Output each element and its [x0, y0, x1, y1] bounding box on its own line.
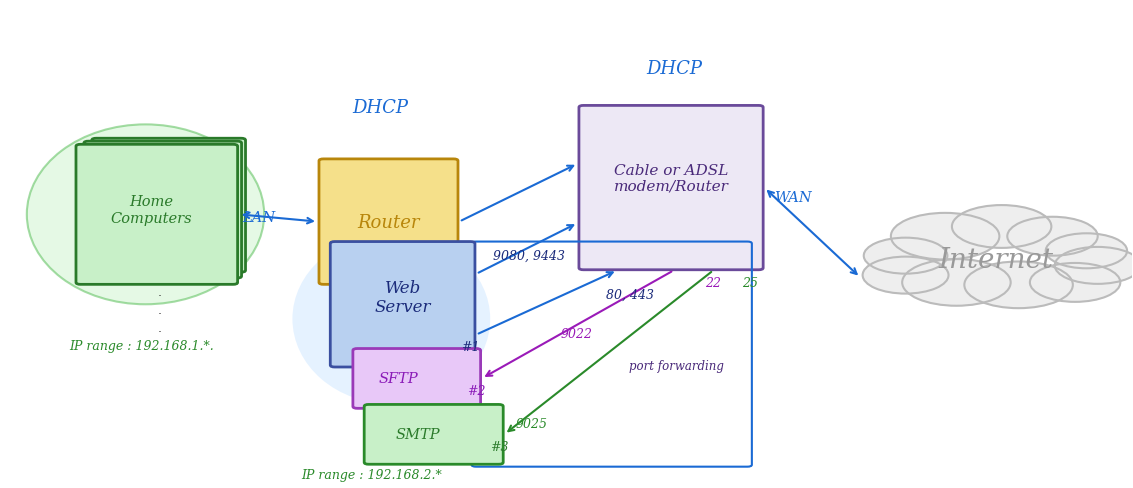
Circle shape [964, 262, 1073, 308]
Text: 22: 22 [706, 276, 722, 289]
Text: 9025: 9025 [516, 417, 547, 430]
Text: Router: Router [357, 213, 419, 231]
Text: Web
Server: Web Server [374, 279, 431, 316]
Text: LAN: LAN [242, 210, 275, 224]
FancyBboxPatch shape [579, 106, 764, 270]
Text: #3: #3 [489, 440, 508, 453]
Text: #1: #1 [461, 340, 480, 353]
FancyBboxPatch shape [92, 139, 246, 273]
Text: 9022: 9022 [561, 327, 593, 340]
Circle shape [862, 257, 948, 294]
Text: Internet: Internet [938, 246, 1054, 273]
Ellipse shape [27, 125, 264, 305]
Circle shape [952, 205, 1051, 248]
Text: 25: 25 [742, 276, 758, 289]
Text: SFTP: SFTP [380, 372, 419, 386]
Text: ·
·
·: · · · [157, 290, 162, 339]
Text: port forwarding: port forwarding [629, 359, 724, 372]
Circle shape [902, 260, 1011, 306]
Text: #2: #2 [467, 384, 486, 397]
Circle shape [863, 238, 947, 274]
Circle shape [1055, 247, 1133, 285]
FancyBboxPatch shape [76, 145, 238, 285]
FancyBboxPatch shape [352, 349, 480, 408]
Text: Cable or ADSL
modem/Router: Cable or ADSL modem/Router [614, 163, 729, 194]
Circle shape [1030, 264, 1121, 302]
Text: 80, 443: 80, 443 [606, 288, 654, 302]
FancyBboxPatch shape [364, 405, 503, 464]
Text: IP range : 192.168.1.*.: IP range : 192.168.1.*. [69, 340, 214, 352]
Text: Home
Computers: Home Computers [110, 195, 191, 225]
Text: DHCP: DHCP [352, 99, 408, 117]
Text: DHCP: DHCP [646, 61, 701, 78]
Ellipse shape [292, 234, 491, 404]
FancyBboxPatch shape [320, 160, 458, 285]
FancyBboxPatch shape [331, 242, 475, 367]
Circle shape [1007, 217, 1098, 256]
FancyBboxPatch shape [84, 142, 241, 279]
Text: 9080, 9443: 9080, 9443 [493, 250, 565, 263]
Circle shape [891, 213, 999, 260]
Text: WAN: WAN [774, 191, 811, 205]
Circle shape [1046, 234, 1127, 269]
Text: SMTP: SMTP [395, 427, 441, 442]
Text: IP range : 192.168.2.*: IP range : 192.168.2.* [301, 468, 442, 481]
